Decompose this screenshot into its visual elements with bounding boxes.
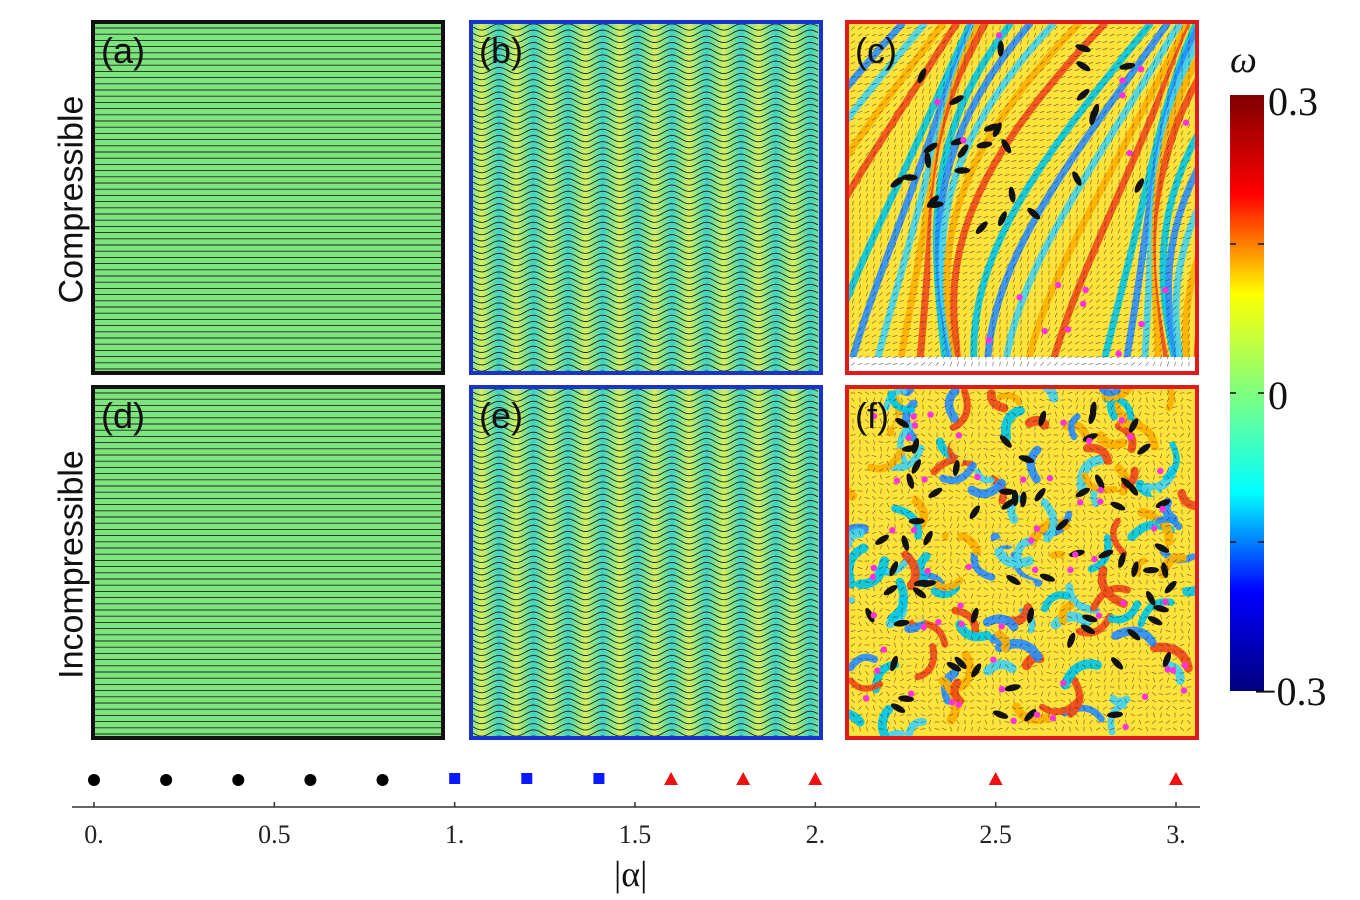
panel-label: (b) [479, 30, 523, 71]
panel-label: (c) [855, 30, 897, 71]
x-tick-label: 0. [84, 820, 104, 849]
colorbar-max-label: 0.3 [1268, 79, 1318, 124]
x-tick-label: 2.5 [979, 820, 1012, 849]
panel-label: (f) [855, 395, 889, 436]
point-circle [88, 774, 100, 786]
x-tick-label: 0.5 [258, 820, 291, 849]
colorbar-symbol: ω [1230, 39, 1257, 81]
point-square [449, 773, 461, 784]
panel-c: (c) [845, 20, 1199, 375]
turbulent-field [849, 24, 1195, 371]
x-axis-title: |α| [614, 854, 648, 894]
point-triangle [1169, 772, 1183, 785]
colorbar-min-label: −0.3 [1254, 669, 1327, 714]
stripe-field [95, 24, 441, 371]
panel-d: (d) [91, 385, 445, 740]
point-square [521, 773, 533, 784]
panel-label: (a) [101, 30, 145, 71]
point-square [593, 773, 605, 784]
point-triangle [808, 772, 823, 785]
panel-f: (f) [845, 385, 1199, 740]
colorbar-mid-label: 0 [1268, 373, 1288, 418]
point-circle [304, 774, 317, 786]
row-label-compressible: Compressible [52, 95, 91, 304]
point-triangle [664, 772, 679, 785]
panel-e: (e) [469, 385, 823, 740]
panel-label: (d) [101, 395, 145, 436]
point-circle [160, 774, 173, 786]
point-triangle [736, 772, 751, 785]
panel-b: (b) [469, 20, 823, 375]
alpha-axis-chart: 0. 0.5 1. 1.5 2. 2.5 3. [72, 772, 1200, 849]
panel-a: (a) [91, 20, 445, 375]
panel-label: (e) [479, 395, 523, 436]
turbulent-field [849, 389, 1195, 736]
point-triangle [988, 772, 1003, 785]
x-tick-label: 2. [806, 820, 826, 849]
x-tick-label: 1. [445, 820, 465, 849]
row-label-incompressible: Incompressible [52, 450, 91, 679]
wave-field [473, 389, 819, 736]
point-circle [232, 774, 245, 786]
colorbar [1230, 95, 1264, 691]
x-tick-label: 1.5 [619, 820, 652, 849]
stripe-field [95, 389, 441, 736]
wave-field [473, 24, 819, 371]
x-tick-label: 3. [1166, 820, 1186, 849]
point-circle [376, 774, 389, 786]
